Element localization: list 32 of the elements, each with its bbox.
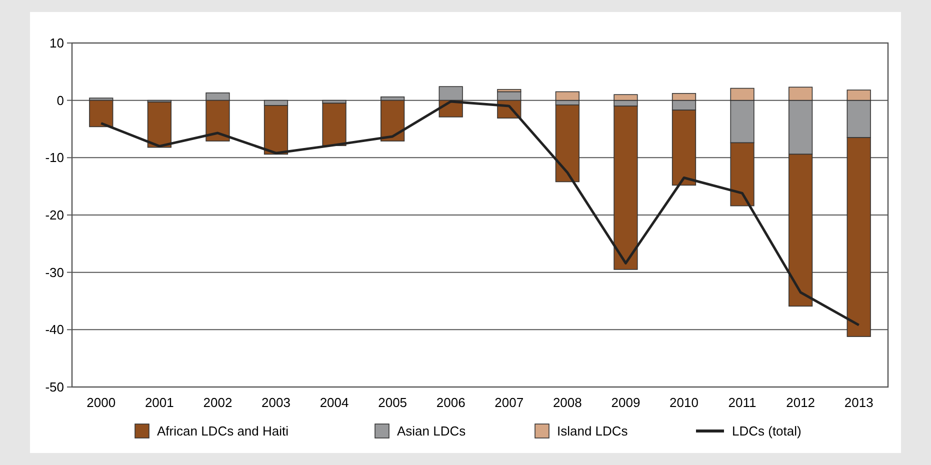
y-tick-label: -40 <box>45 322 64 338</box>
x-tick-label: 2007 <box>494 395 524 410</box>
line-series <box>100 100 860 326</box>
bar <box>555 104 580 182</box>
y-tick-label: 10 <box>50 36 64 51</box>
legend-label: African LDCs and Haiti <box>157 424 289 439</box>
x-tick-label: 2009 <box>611 395 640 410</box>
bar <box>555 91 580 101</box>
x-tick-label: 2001 <box>144 395 174 410</box>
y-tick-label: 0 <box>56 92 64 108</box>
bar <box>322 102 346 146</box>
bar <box>147 102 172 148</box>
x-tick-label: 2000 <box>86 395 116 410</box>
x-tick-label: 2011 <box>728 395 756 410</box>
x-tick-label: 2005 <box>378 395 408 410</box>
x-tick-label: 2002 <box>203 395 232 410</box>
y-tick-label: -50 <box>45 380 64 395</box>
x-tick-label: 2006 <box>436 395 466 410</box>
x-tick-label: 2003 <box>262 395 290 410</box>
bar <box>89 100 114 128</box>
legend-label: Island LDCs <box>557 424 628 439</box>
x-tick-label: 2004 <box>320 395 349 410</box>
x-tick-label: 2013 <box>844 395 874 410</box>
y-tick-label: -20 <box>45 208 64 223</box>
x-tick-label: 2010 <box>670 395 698 410</box>
y-tick-label: -10 <box>45 150 64 166</box>
legend-label: Asian LDCs <box>397 424 466 439</box>
y-tick-label: -30 <box>45 264 64 280</box>
legend-label: LDCs (total) <box>732 424 802 439</box>
bar <box>380 100 405 142</box>
x-tick-label: 2008 <box>552 395 582 410</box>
x-tick-label: 2012 <box>786 395 816 410</box>
